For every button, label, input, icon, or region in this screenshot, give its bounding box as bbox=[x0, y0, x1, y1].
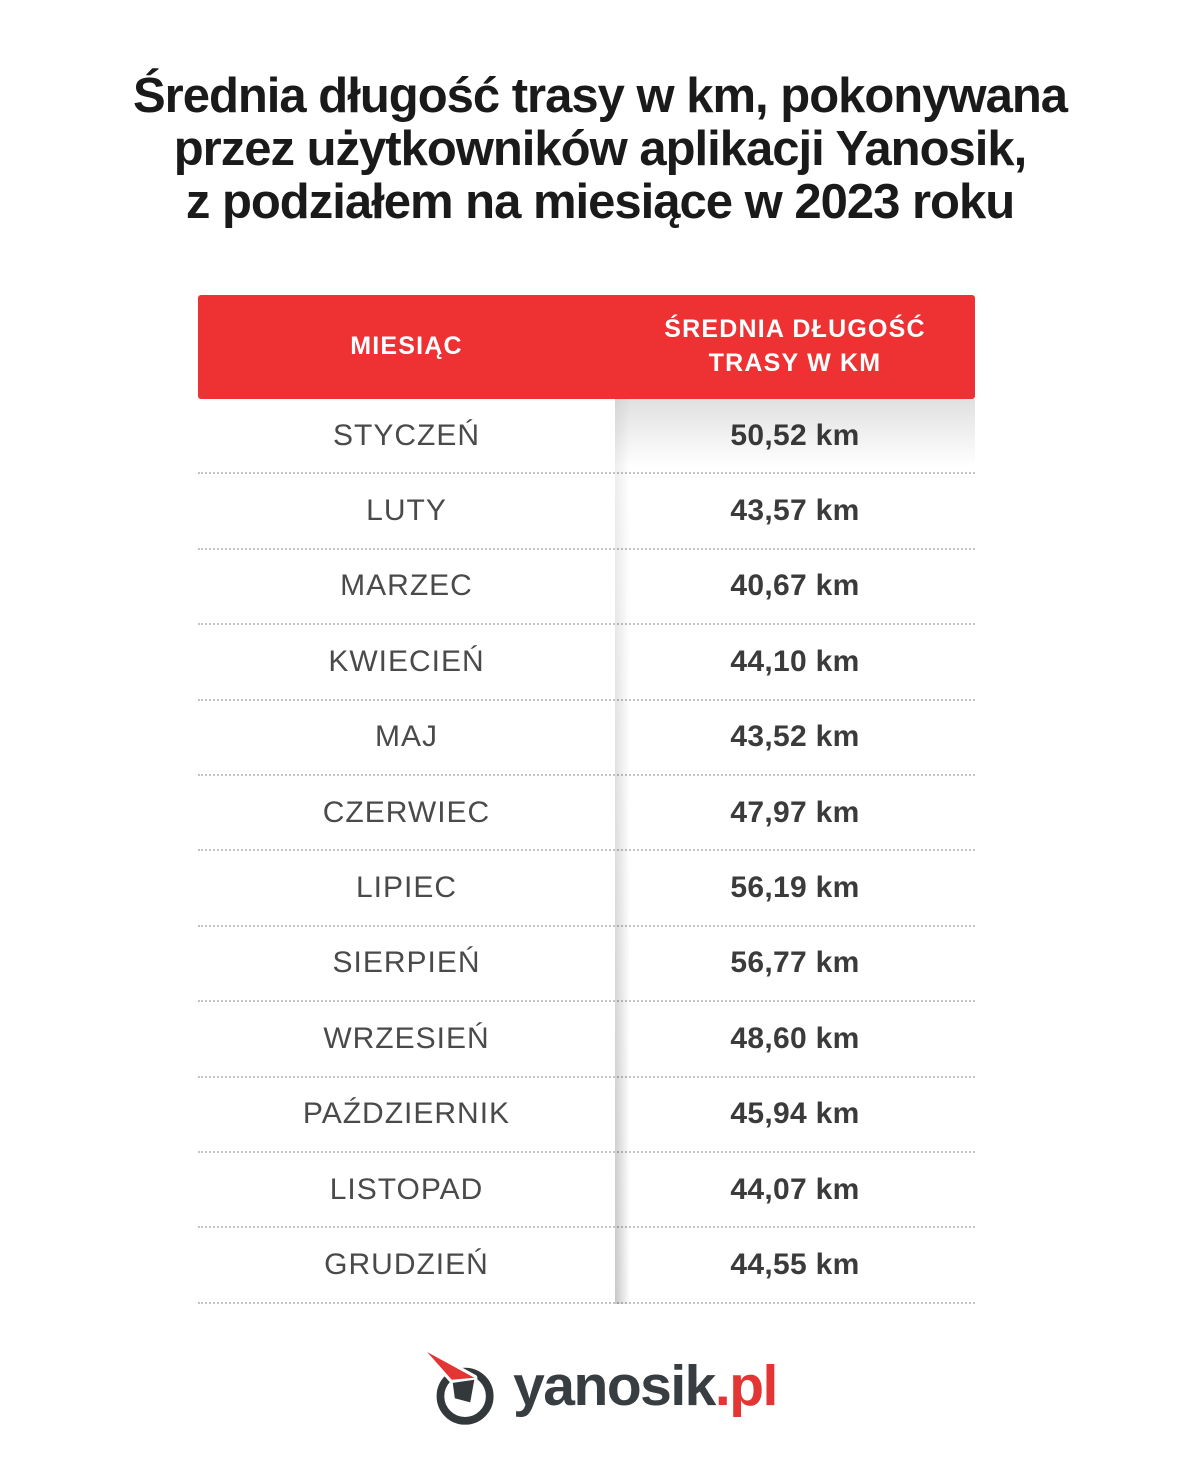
table-row: LUTY 43,57 km bbox=[198, 474, 975, 550]
value-cell: 45,94 km bbox=[730, 1097, 860, 1131]
table-row: STYCZEŃ 50,52 km bbox=[198, 399, 975, 475]
title-line-3: z podziałem na miesiące w 2023 roku bbox=[185, 174, 1015, 229]
value-cell: 43,57 km bbox=[730, 494, 860, 528]
value-cell: 47,97 km bbox=[730, 795, 860, 829]
table-row: MARZEC 40,67 km bbox=[198, 550, 975, 626]
table-row: WRZESIEŃ 48,60 km bbox=[198, 1002, 975, 1078]
month-cell: MARZEC bbox=[340, 569, 473, 603]
table-row: LIPIEC 56,19 km bbox=[198, 851, 975, 927]
logo-tld: .pl bbox=[714, 1353, 779, 1418]
header-month-label: MIESIĄC bbox=[350, 332, 463, 361]
value-cell: 56,77 km bbox=[730, 946, 860, 980]
table-header: MIESIĄC ŚREDNIA DŁUGOŚĆ TRASY W KM bbox=[198, 295, 975, 399]
table-row: KWIECIEŃ 44,10 km bbox=[198, 625, 975, 701]
logo-wordmark: yanosik.pl bbox=[513, 1357, 778, 1421]
yanosik-logo: yanosik.pl bbox=[0, 1350, 1200, 1428]
month-cell: KWIECIEŃ bbox=[328, 644, 485, 678]
yanosik-logo-icon bbox=[424, 1350, 494, 1425]
value-cell: 44,10 km bbox=[730, 644, 860, 678]
table-body: STYCZEŃ 50,52 km LUTY 43,57 km MARZEC 40… bbox=[198, 399, 975, 1304]
table-row: CZERWIEC 47,97 km bbox=[198, 776, 975, 852]
month-cell: LIPIEC bbox=[355, 871, 458, 905]
value-cell: 44,55 km bbox=[730, 1247, 860, 1281]
value-cell: 48,60 km bbox=[730, 1021, 860, 1055]
value-cell: 40,67 km bbox=[730, 569, 860, 603]
data-table: MIESIĄC ŚREDNIA DŁUGOŚĆ TRASY W KM STYCZ… bbox=[198, 295, 975, 1304]
month-cell: SIERPIEŃ bbox=[332, 946, 481, 980]
month-cell: LUTY bbox=[366, 494, 447, 528]
month-cell: LISTOPAD bbox=[329, 1172, 484, 1206]
header-month: MIESIĄC bbox=[198, 295, 615, 399]
title-line-2: przez użytkowników aplikacji Yanosik, bbox=[173, 121, 1028, 176]
month-cell: CZERWIEC bbox=[322, 795, 491, 829]
table-row: MAJ 43,52 km bbox=[198, 701, 975, 776]
table-row: PAŹDZIERNIK 45,94 km bbox=[198, 1078, 975, 1153]
month-cell: STYCZEŃ bbox=[332, 418, 480, 452]
month-cell: PAŹDZIERNIK bbox=[302, 1097, 511, 1131]
header-value-line-1: ŚREDNIA DŁUGOŚĆ bbox=[664, 315, 926, 344]
value-cell: 44,07 km bbox=[730, 1172, 860, 1206]
header-value-line-2: TRASY W KM bbox=[708, 349, 882, 377]
value-cell: 43,52 km bbox=[730, 720, 860, 754]
title-line-1: Średnia długość trasy w km, pokonywana bbox=[132, 69, 1068, 123]
value-cell: 56,19 km bbox=[730, 871, 860, 905]
month-cell: MAJ bbox=[375, 720, 438, 754]
value-cell: 50,52 km bbox=[730, 418, 860, 452]
table-row: GRUDZIEŃ 44,55 km bbox=[198, 1228, 975, 1304]
month-cell: GRUDZIEŃ bbox=[324, 1247, 489, 1281]
month-cell: WRZESIEŃ bbox=[323, 1021, 490, 1055]
logo-name: yanosik bbox=[513, 1353, 716, 1418]
table-row: LISTOPAD 44,07 km bbox=[198, 1153, 975, 1229]
header-value: ŚREDNIA DŁUGOŚĆ TRASY W KM bbox=[615, 295, 975, 399]
table-row: SIERPIEŃ 56,77 km bbox=[198, 927, 975, 1003]
page-title: Średnia długość trasy w km, pokonywana p… bbox=[0, 70, 1200, 229]
